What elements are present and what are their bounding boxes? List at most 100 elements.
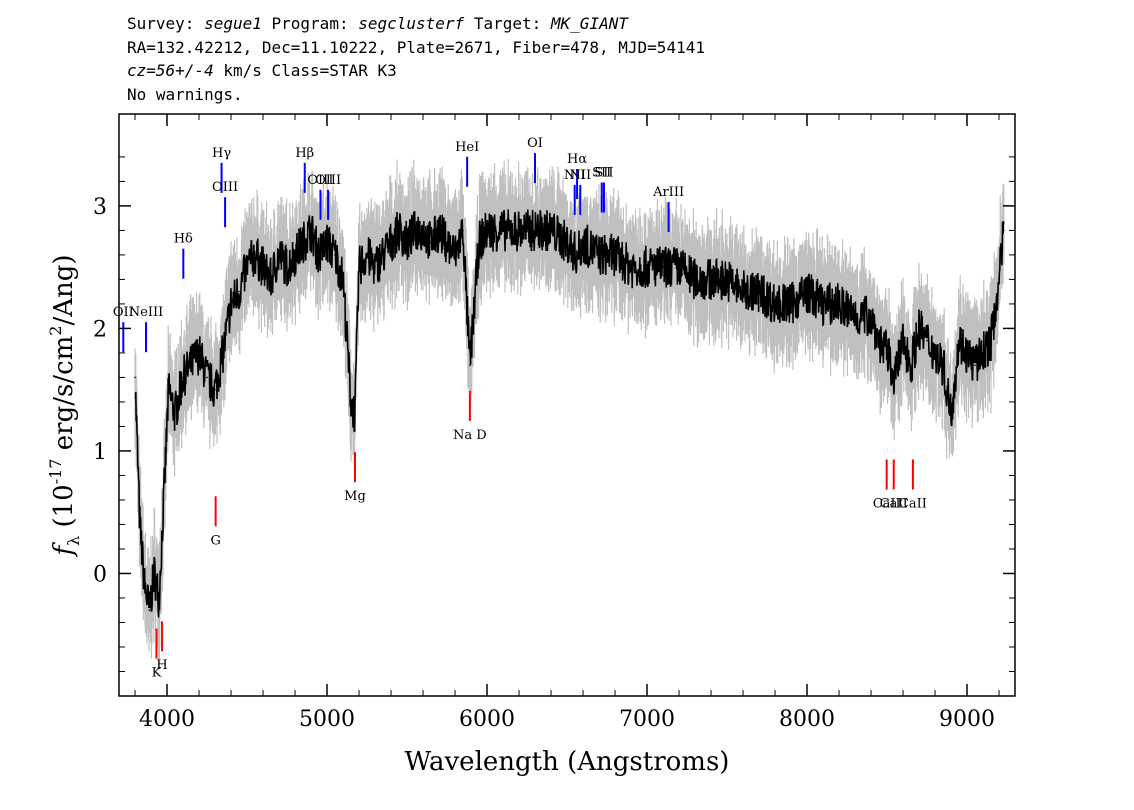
flux-point xyxy=(566,241,568,244)
x-axis-title: Wavelength (Angstroms) xyxy=(405,747,730,777)
flux-point xyxy=(990,339,992,342)
flux-point xyxy=(646,266,648,268)
flux-point xyxy=(430,241,432,244)
flux-point xyxy=(182,376,184,379)
y-tick-label: 2 xyxy=(93,317,107,342)
flux-point xyxy=(230,303,232,305)
flux-point xyxy=(678,266,680,268)
flux-point xyxy=(998,278,1000,281)
x-tick-label: 8000 xyxy=(779,707,835,732)
x-tick-label: 5000 xyxy=(299,707,355,732)
flux-point xyxy=(254,254,256,256)
flux-point xyxy=(398,229,400,232)
line-label: CaII xyxy=(899,497,927,512)
flux-point xyxy=(838,303,840,305)
flux-point xyxy=(934,352,936,354)
line-label: G xyxy=(210,533,220,548)
flux-point xyxy=(374,266,376,268)
flux-point xyxy=(576,254,578,256)
survey-label: Survey: xyxy=(127,14,195,33)
flux-point xyxy=(262,266,264,268)
flux-point xyxy=(334,254,336,256)
program-label: Program: xyxy=(271,14,349,33)
target-value: MK_GIANT xyxy=(550,14,628,33)
flux-point xyxy=(469,364,471,366)
flux-point xyxy=(134,376,136,379)
flux-point xyxy=(974,364,976,366)
svg-text:fλ (10-17 erg/s/cm2/Ang): fλ (10-17 erg/s/cm2/Ang) xyxy=(46,254,83,557)
flux-point xyxy=(206,376,208,379)
flux-point xyxy=(462,229,464,232)
line-label: OIII xyxy=(315,173,341,188)
line-label: CaII xyxy=(873,497,901,512)
flux-point xyxy=(878,339,880,342)
line-label: OII xyxy=(113,305,134,320)
target-label: Target: xyxy=(473,14,542,33)
flux-point xyxy=(614,254,616,256)
flux-point xyxy=(758,290,760,293)
flux-point xyxy=(366,254,368,256)
line-label: NeIII xyxy=(129,305,163,320)
flux-point xyxy=(148,609,151,612)
flux-point xyxy=(143,584,146,587)
flux-point xyxy=(774,303,776,305)
flux-point xyxy=(326,241,328,244)
flux-point xyxy=(926,339,928,342)
flux-point xyxy=(414,229,416,232)
line-label: OIII xyxy=(307,173,333,188)
flux-point xyxy=(1003,229,1005,232)
flux-point xyxy=(167,388,170,391)
flux-point xyxy=(894,376,896,379)
line-label: H xyxy=(156,658,167,673)
axis-ticks: 4000 5000 6000 7000 8000 9000 0 1 2 3 xyxy=(93,114,1015,732)
flux-point xyxy=(174,413,176,415)
flux-point xyxy=(870,315,872,317)
flux-point xyxy=(310,229,312,232)
flux-point xyxy=(358,266,360,268)
line-label: Na D xyxy=(453,428,487,443)
flux-point xyxy=(822,303,824,305)
flux-point xyxy=(198,352,200,354)
flux-point xyxy=(390,241,392,244)
flux-point xyxy=(318,254,320,256)
flux-point xyxy=(662,266,664,268)
line-label: K xyxy=(152,666,162,681)
flux-point xyxy=(454,254,456,256)
flux-point xyxy=(966,352,968,354)
flux-point xyxy=(342,278,344,281)
flux-point xyxy=(350,401,352,403)
line-label: OI xyxy=(527,136,543,151)
line-label: SII xyxy=(592,165,611,180)
flux-point xyxy=(854,315,856,317)
y-axis-title: fλ (10-17 erg/s/cm2/Ang) xyxy=(46,254,83,557)
flux-point xyxy=(742,290,744,293)
flux-point xyxy=(910,364,912,366)
flux-point xyxy=(422,229,424,232)
flux-point xyxy=(222,352,224,354)
flux-point xyxy=(382,254,384,256)
flux-point xyxy=(294,254,296,256)
flux-point xyxy=(190,364,192,366)
line-label: NII xyxy=(564,168,586,183)
class-value: km/s Class=STAR K3 xyxy=(223,61,397,80)
flux-point xyxy=(438,229,440,232)
y-tick-label: 3 xyxy=(93,195,107,220)
flux-point xyxy=(270,278,272,281)
line-label: NII xyxy=(569,168,591,183)
y-tick-label: 0 xyxy=(93,562,107,587)
flux-point xyxy=(710,278,712,281)
flux-point xyxy=(790,303,792,305)
flux-point xyxy=(806,290,808,293)
flux-point xyxy=(630,266,632,268)
flux-point xyxy=(158,597,160,599)
header-line-redshift: cz=56+/-4 km/s Class=STAR K3 xyxy=(127,59,705,83)
flux-point xyxy=(354,413,356,415)
header-line-warnings: No warnings. xyxy=(127,84,243,104)
flux-point xyxy=(246,266,248,268)
flux-point xyxy=(550,229,552,232)
line-label: Hγ xyxy=(212,146,231,161)
flux-point xyxy=(902,339,904,342)
flux-point xyxy=(918,327,920,330)
survey-value: segue1 xyxy=(204,14,262,33)
flux-point xyxy=(598,254,600,256)
